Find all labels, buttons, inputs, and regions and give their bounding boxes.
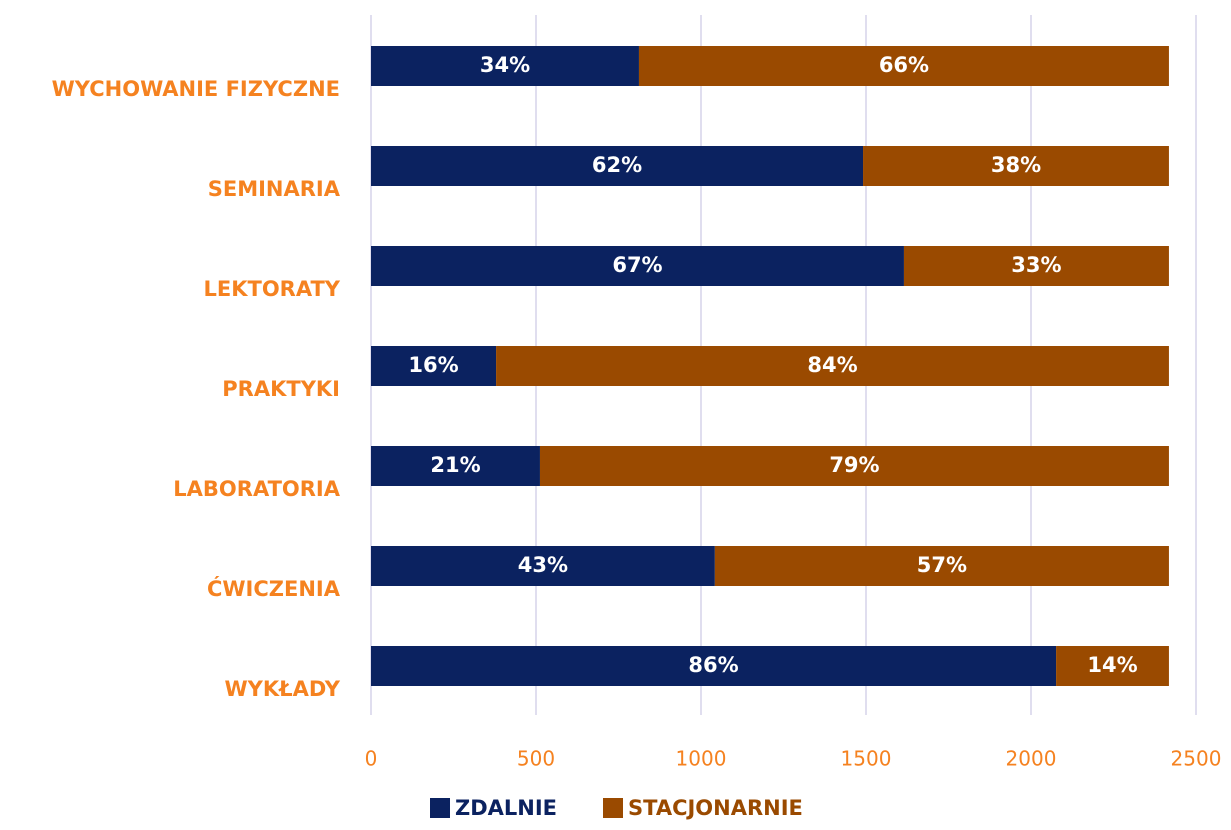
category-label: ĆWICZENIA (207, 576, 341, 601)
value-label: 79% (829, 453, 879, 477)
value-label: 34% (480, 53, 530, 77)
bar-segment (903, 246, 1169, 286)
value-label: 33% (1011, 253, 1061, 277)
x-tick-label: 1000 (676, 747, 727, 771)
value-label: 43% (518, 553, 568, 577)
bar-segment (371, 546, 715, 586)
value-label: 67% (612, 253, 662, 277)
category-label: SEMINARIA (208, 177, 341, 201)
value-label: 66% (879, 53, 929, 77)
legend-swatch (430, 798, 450, 818)
value-label: 21% (430, 453, 480, 477)
legend-label: STACJONARNIE (628, 796, 803, 820)
bar-segment (863, 146, 1169, 186)
value-label: 38% (991, 153, 1041, 177)
x-tick-label: 0 (365, 747, 378, 771)
value-label: 62% (592, 153, 642, 177)
bar-segment (371, 146, 864, 186)
x-tick-label: 2500 (1171, 747, 1222, 771)
bar-segment (371, 446, 540, 486)
bar-segment (539, 446, 1169, 486)
value-label: 84% (807, 353, 857, 377)
bar-segment (496, 346, 1169, 386)
bar-segment (371, 346, 497, 386)
bar-segment (371, 246, 904, 286)
legend-label: ZDALNIE (455, 796, 557, 820)
x-tick-label: 500 (517, 747, 555, 771)
value-label: 57% (917, 553, 967, 577)
value-label: 14% (1087, 653, 1137, 677)
bar-segment (371, 646, 1057, 686)
bar-segment (714, 546, 1169, 586)
x-tick-label: 2000 (1006, 747, 1057, 771)
category-label: WYCHOWANIE FIZYCZNE (52, 77, 340, 101)
x-tick-label: 1500 (841, 747, 892, 771)
value-label: 16% (408, 353, 458, 377)
category-label: LEKTORATY (204, 277, 341, 301)
category-label: PRAKTYKI (222, 377, 340, 401)
bar-segment (1056, 646, 1169, 686)
category-label: LABORATORIA (173, 477, 340, 501)
legend-swatch (603, 798, 623, 818)
bar-segment (371, 46, 639, 86)
category-label: WYKŁADY (225, 677, 341, 701)
bar-segment (638, 46, 1169, 86)
value-label: 86% (688, 653, 738, 677)
